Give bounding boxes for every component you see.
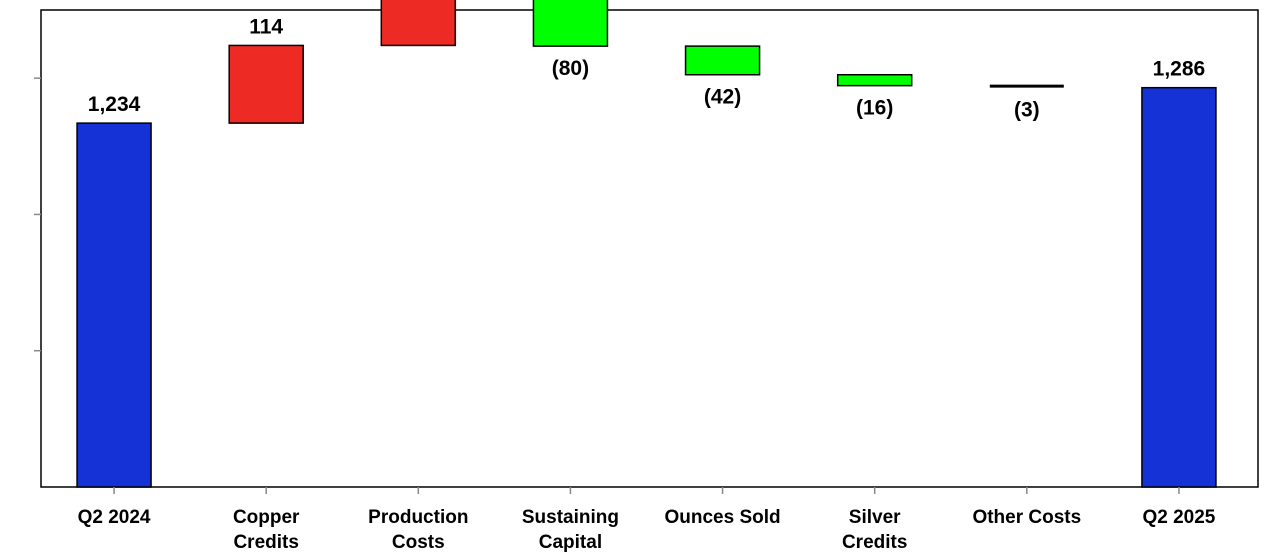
bar-6 bbox=[989, 84, 1064, 88]
category-label-1-line-1: Credits bbox=[233, 532, 298, 552]
category-label-5-line-0: Silver bbox=[849, 507, 901, 528]
y-axis bbox=[34, 77, 41, 352]
bar-1 bbox=[228, 44, 304, 124]
value-label-4: (42) bbox=[704, 86, 741, 109]
value-label-6: (3) bbox=[1014, 99, 1040, 122]
bar-0 bbox=[76, 122, 152, 488]
bar-7 bbox=[1141, 86, 1217, 488]
category-label-1-line-0: Copper bbox=[233, 507, 300, 528]
value-label-5: (16) bbox=[856, 97, 893, 120]
value-label-1: 114 bbox=[249, 15, 283, 38]
category-label-2-line-0: Production bbox=[368, 507, 468, 528]
plot-area bbox=[40, 9, 1259, 488]
category-label-3-line-1: Capital bbox=[539, 532, 602, 552]
category-label-5-line-1: Credits bbox=[842, 532, 907, 552]
value-label-7: 1,286 bbox=[1153, 58, 1206, 81]
value-label-0: 1,234 bbox=[88, 93, 141, 116]
bar-2 bbox=[380, 0, 457, 47]
category-label-3-line-0: Sustaining bbox=[522, 507, 619, 528]
category-label-6: Other Costs bbox=[972, 507, 1081, 528]
value-label-3: (80) bbox=[552, 57, 589, 80]
x-axis: Q2 2024 Copper Credits Production Costs Susta… bbox=[78, 487, 1216, 552]
category-label-2-line-1: Costs bbox=[392, 532, 445, 552]
bar-4 bbox=[684, 45, 761, 76]
bars-group bbox=[76, 0, 1217, 488]
value-labels-group: 1,23411479(80)(42)(16)(3)1,286 bbox=[88, 15, 1206, 122]
category-label-7: Q2 2025 bbox=[1142, 507, 1215, 528]
category-label-0: Q2 2024 bbox=[78, 507, 151, 528]
category-label-4: Ounces Sold bbox=[664, 507, 780, 528]
bar-5 bbox=[836, 73, 913, 87]
bar-3 bbox=[532, 0, 609, 47]
